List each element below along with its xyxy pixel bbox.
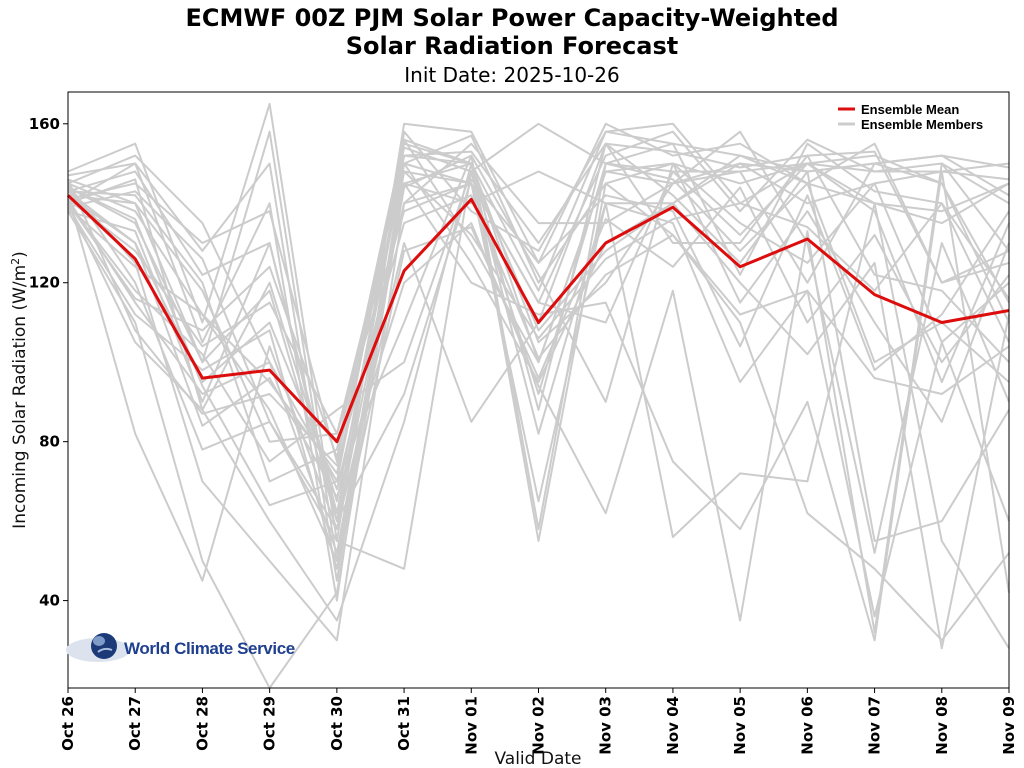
x-tick-label: Nov 05 — [731, 696, 749, 755]
legend-label-members: Ensemble Members — [861, 117, 983, 132]
y-axis: 40 80 120 160 — [29, 115, 68, 610]
ensemble-member-line-14 — [67, 162, 1010, 515]
x-tick-label: Nov 07 — [866, 696, 884, 755]
world-climate-service-logo: World Climate Service — [66, 633, 295, 662]
ensemble-member-line-25 — [67, 162, 1010, 435]
ensemble-member-line-20 — [67, 170, 1010, 689]
ensemble-member-line-16 — [67, 154, 1010, 570]
ensemble-member-line-22 — [67, 162, 1010, 634]
y-axis-label: Incoming Solar Radiation (W/m2) — [9, 251, 30, 529]
x-tick-label: Nov 09 — [1000, 696, 1018, 755]
ensemble-member-line-29 — [67, 170, 1010, 459]
ensemble-member-line-27 — [67, 186, 1010, 562]
ensemble-member-line-8 — [67, 142, 1010, 531]
legend-label-mean: Ensemble Mean — [861, 102, 959, 117]
chart-subtitle: Init Date: 2025-10-26 — [404, 63, 620, 87]
chart-title-line-2: Solar Radiation Forecast — [345, 32, 679, 60]
ensemble-member-line-9 — [67, 142, 1010, 491]
ensemble-mean-layer — [66, 194, 1010, 444]
y-tick-label-160: 160 — [29, 115, 60, 133]
x-axis: Oct 26 Oct 27 Oct 28 Oct 29 Oct 30 Oct 31 Nov … — [59, 688, 1018, 755]
ensemble-member-line-12 — [67, 122, 1010, 602]
ensemble-member-line-4 — [67, 142, 1010, 523]
ensemble-member-line-24 — [67, 178, 1010, 467]
ensemble-member-line-15 — [67, 142, 1010, 554]
ensemble-mean-line — [66, 194, 1010, 444]
y-tick-label-120: 120 — [29, 274, 60, 292]
x-tick-label: Nov 02 — [530, 696, 548, 755]
x-tick-label: Nov 08 — [933, 696, 951, 755]
ensemble-member-line-17 — [67, 182, 1010, 642]
ensemble-member-line-2 — [67, 162, 1010, 582]
y-tick-label-40: 40 — [39, 592, 60, 610]
logo-text: World Climate Service — [124, 639, 295, 658]
ensemble-member-line-11 — [67, 130, 1010, 554]
x-axis-label: Valid Date — [494, 749, 581, 768]
ensemble-member-line-26 — [67, 154, 1010, 507]
ensemble-members-layer — [67, 102, 1010, 689]
chart-title: ECMWF 00Z PJM Solar Power Capacity-Weigh… — [185, 4, 839, 32]
x-tick-label: Oct 27 — [126, 696, 144, 751]
x-tick-label: Oct 29 — [261, 696, 279, 751]
ensemble-member-line-28 — [67, 178, 1010, 523]
x-tick-label: Oct 26 — [59, 696, 77, 751]
legend: Ensemble Mean Ensemble Members — [838, 102, 983, 132]
x-tick-label: Nov 04 — [664, 696, 682, 755]
x-tick-label: Oct 31 — [395, 696, 413, 751]
y-tick-label-80: 80 — [39, 433, 60, 451]
ensemble-member-line-6 — [67, 134, 1010, 443]
x-tick-label: Nov 03 — [597, 696, 615, 755]
ensemble-member-line-18 — [67, 162, 1010, 642]
x-tick-label: Oct 30 — [328, 696, 346, 751]
x-tick-label: Nov 01 — [462, 696, 480, 755]
x-tick-label: Oct 28 — [193, 696, 211, 751]
x-tick-label: Nov 06 — [798, 696, 816, 755]
ensemble-member-line-21 — [67, 170, 1010, 649]
globe-icon — [91, 633, 117, 659]
ensemble-member-line-23 — [67, 170, 1010, 650]
